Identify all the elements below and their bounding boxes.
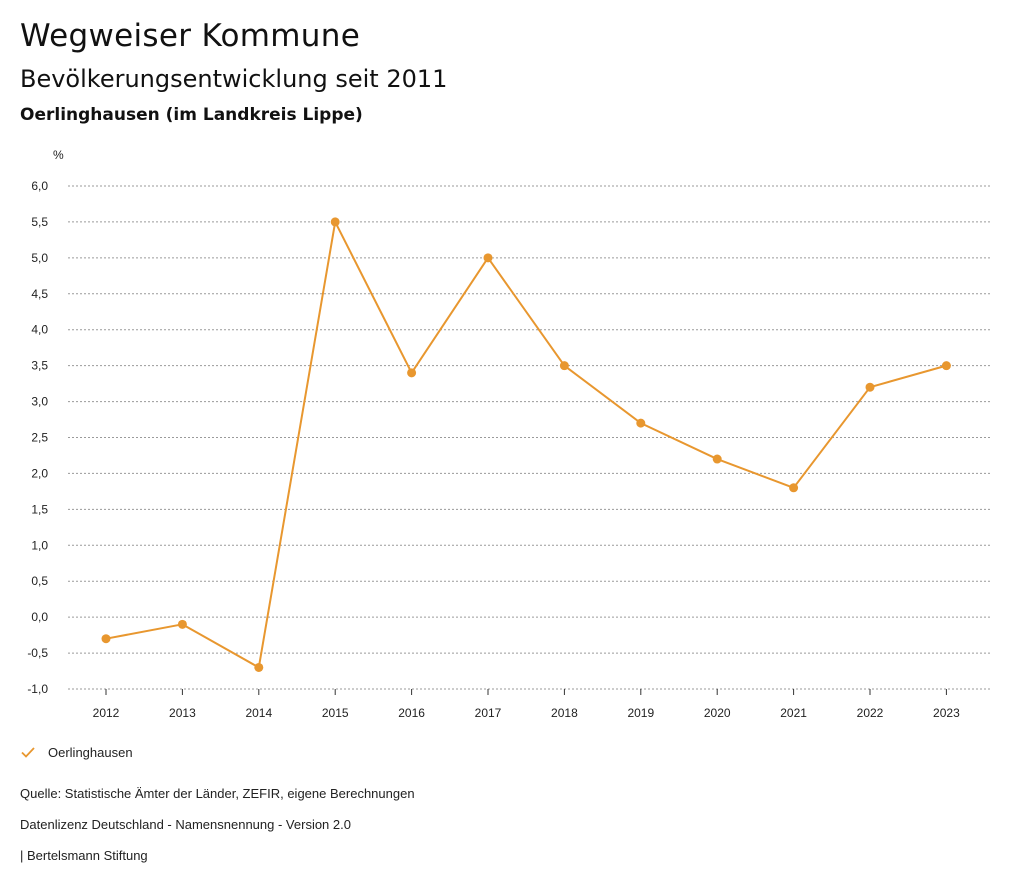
data-point [865, 382, 875, 392]
x-tick-label: 2015 [322, 706, 349, 720]
x-tick-label: 2012 [93, 706, 120, 720]
check-icon [21, 747, 35, 758]
data-point [636, 418, 646, 428]
y-tick-label: 4,5 [31, 287, 48, 301]
data-point [559, 361, 569, 371]
y-tick-label: 5,0 [31, 251, 48, 265]
data-point [101, 634, 111, 644]
y-axis-unit-label: % [53, 148, 64, 162]
line-chart: % 6,0 5,5 5,0 4,5 4,0 3,5 3,0 2,5 2,0 1,5 1,0 0,5 0,0… [27, 148, 990, 720]
legend-label: Oerlinghausen [48, 744, 133, 760]
legend-item-oerlinghausen[interactable]: Oerlinghausen [20, 744, 133, 760]
y-tick-label: 1,0 [31, 538, 48, 552]
data-point [254, 662, 264, 672]
y-tick-label: 0,5 [31, 574, 48, 588]
y-tick-label: 3,5 [31, 359, 48, 373]
x-tick-label: 2020 [704, 706, 731, 720]
x-tick-label: 2021 [780, 706, 807, 720]
data-point [483, 253, 493, 263]
x-tick-label: 2017 [475, 706, 502, 720]
page-title: Wegweiser Kommune [20, 18, 361, 54]
data-point [712, 454, 722, 464]
y-tick-label: 2,5 [31, 431, 48, 445]
y-tick-label: -0,5 [27, 646, 48, 660]
y-tick-label: 1,5 [31, 502, 48, 516]
x-tick-label: 2018 [551, 706, 578, 720]
y-tick-label: 5,5 [31, 215, 48, 229]
y-tick-label: -1,0 [27, 682, 48, 696]
publisher-note: | Bertelsmann Stiftung [20, 848, 148, 863]
x-tick-label: 2014 [245, 706, 272, 720]
y-tick-label: 3,0 [31, 395, 48, 409]
x-tick-label: 2013 [169, 706, 196, 720]
y-tick-label: 6,0 [31, 179, 48, 193]
license-note: Datenlizenz Deutschland - Namensnennung … [20, 817, 351, 832]
y-tick-label: 0,0 [31, 610, 48, 624]
data-point [407, 368, 417, 378]
region-label: Oerlinghausen (im Landkreis Lippe) [20, 105, 363, 125]
y-tick-label: 2,0 [31, 466, 48, 480]
y-tick-label: 4,0 [31, 323, 48, 337]
x-tick-label: 2016 [398, 706, 425, 720]
series-line-oerlinghausen [105, 220, 947, 669]
data-point [330, 217, 340, 227]
x-tick-label: 2019 [627, 706, 654, 720]
data-point [789, 483, 799, 493]
x-tick-label: 2022 [857, 706, 884, 720]
data-point [941, 361, 951, 371]
source-note: Quelle: Statistische Ämter der Länder, Z… [20, 786, 415, 801]
x-tick-label: 2023 [933, 706, 960, 720]
data-point [177, 619, 187, 629]
chart-subtitle: Bevölkerungsentwicklung seit 2011 [20, 65, 448, 93]
